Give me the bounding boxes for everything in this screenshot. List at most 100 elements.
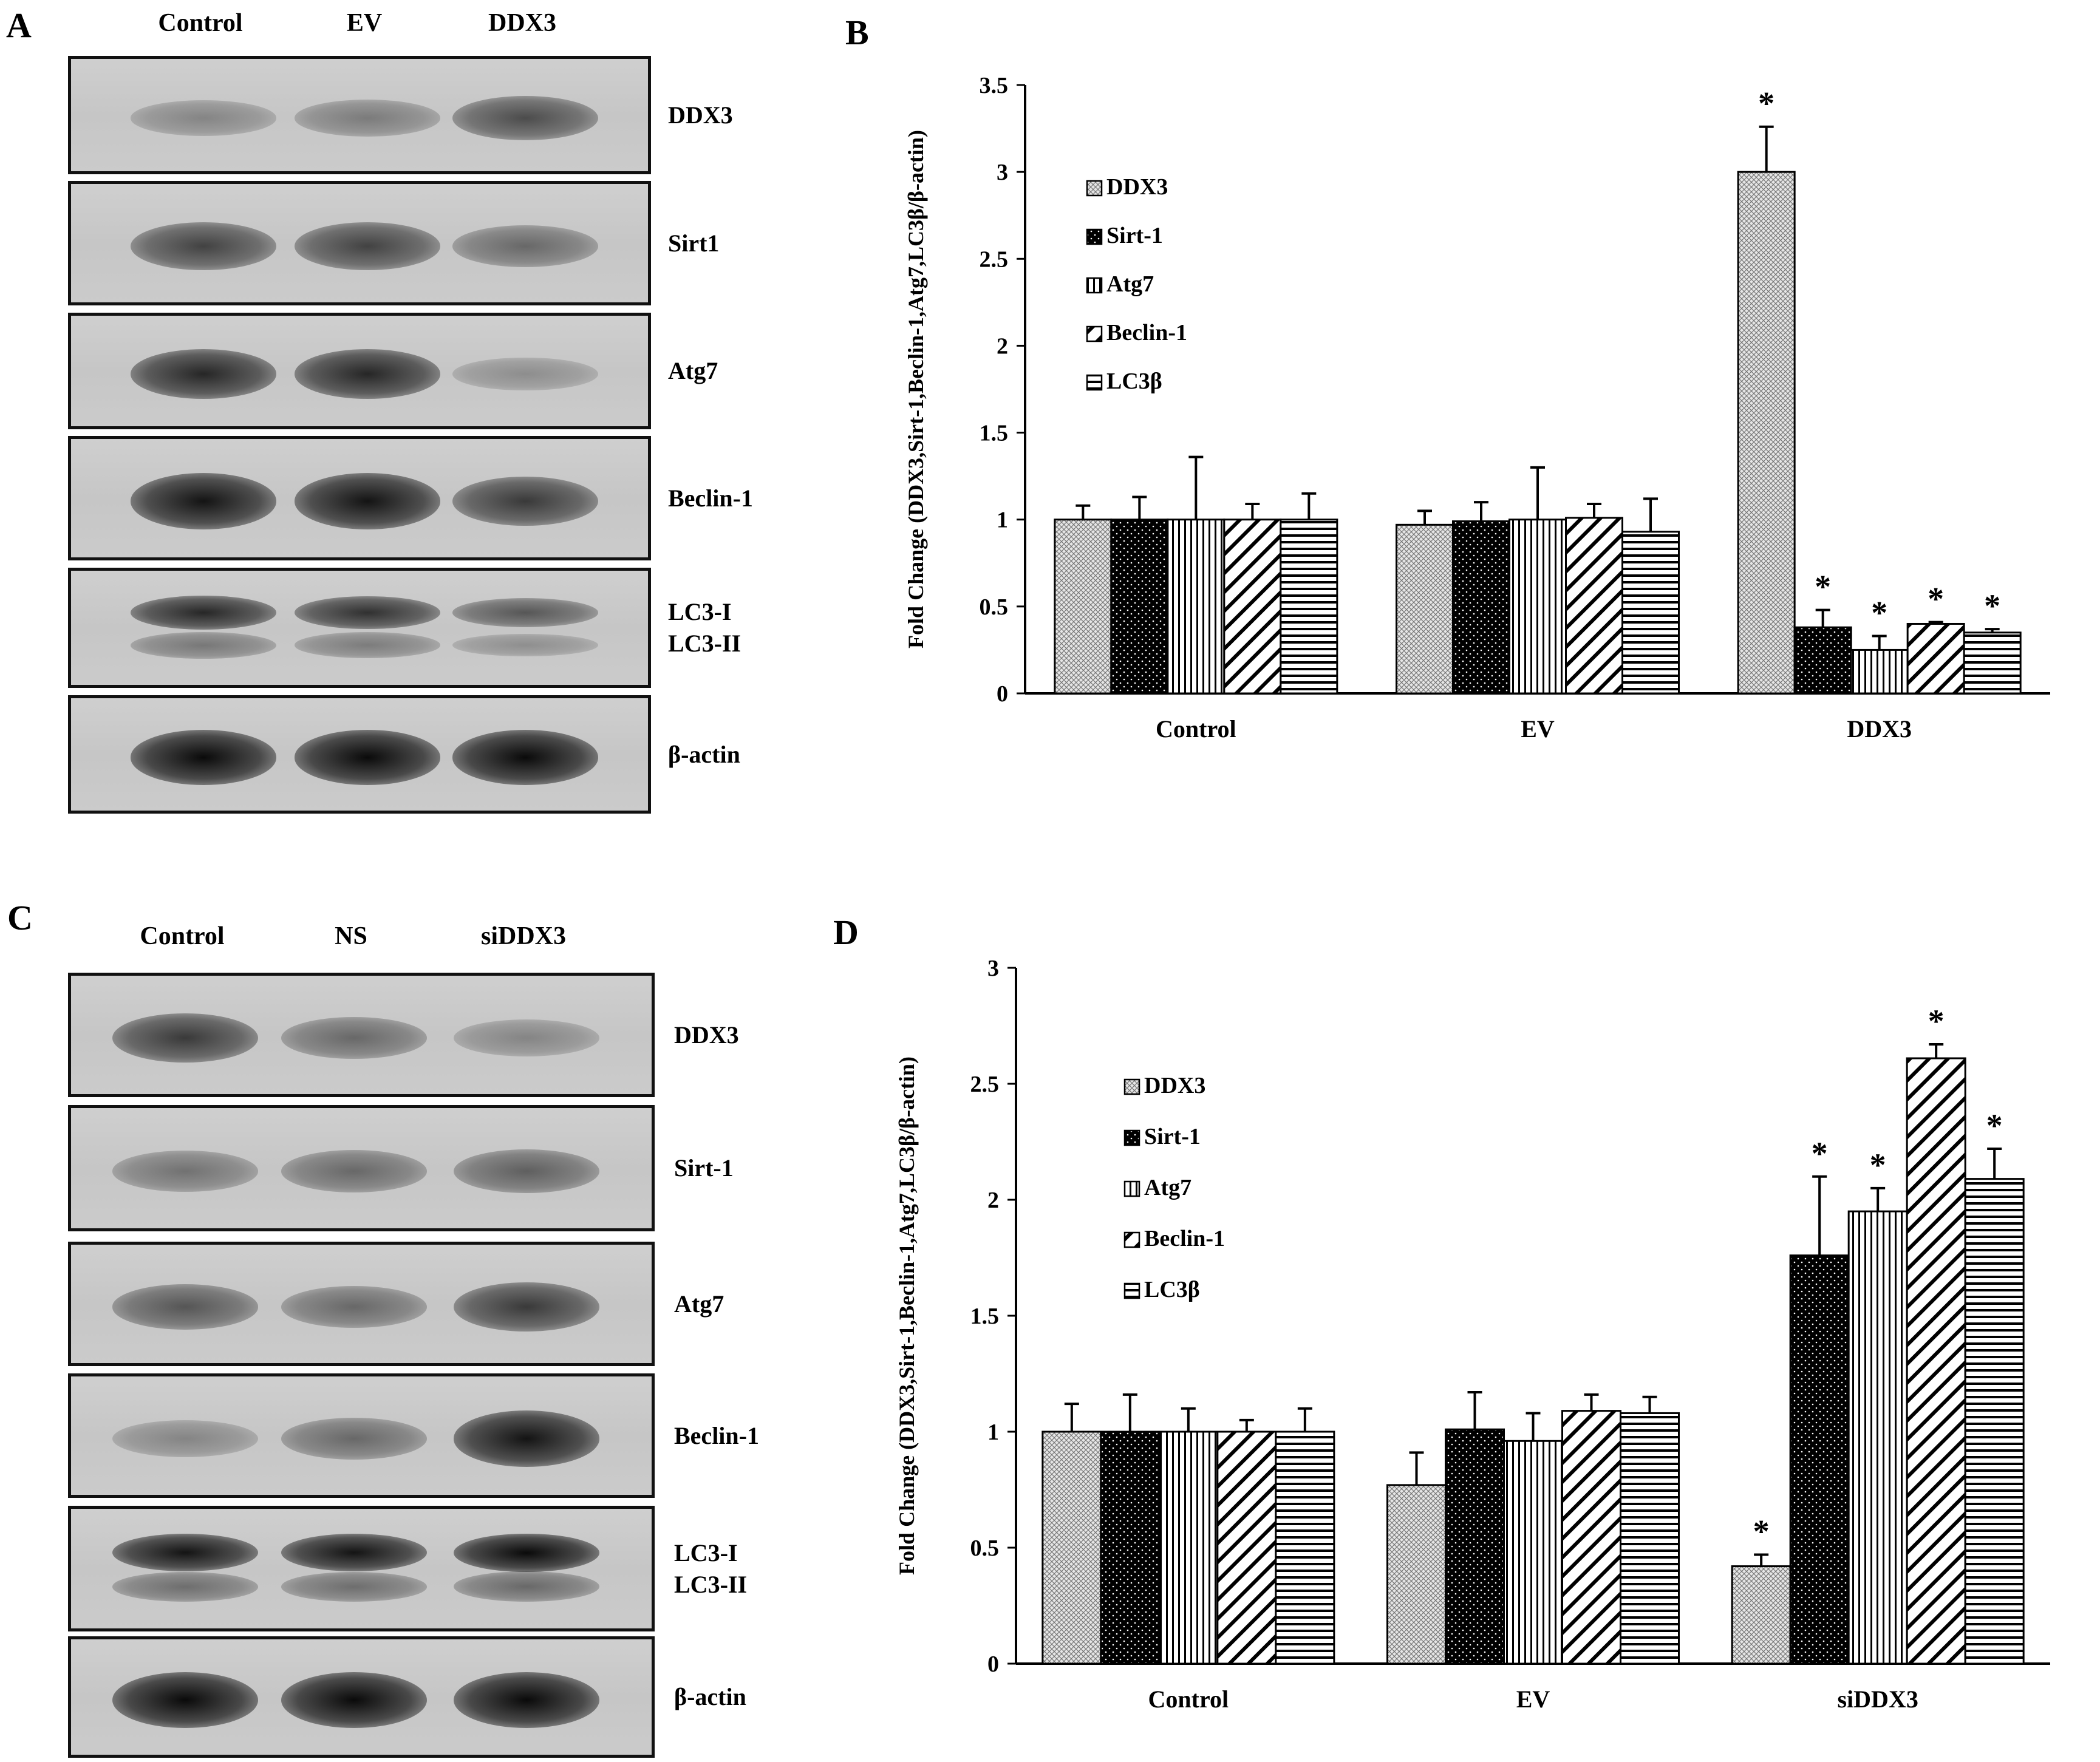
legend-label: Atg7 <box>1106 271 1154 297</box>
bar <box>1620 1412 1680 1665</box>
blot-a-blot-strip <box>68 568 651 688</box>
blot-c-row-label: β-actin <box>674 1683 746 1710</box>
significance-marker: * <box>1753 1513 1770 1549</box>
blot-c-blot-strip <box>68 1373 655 1498</box>
blot-c-band <box>281 1534 427 1572</box>
bar <box>1964 1178 2025 1665</box>
blot-c-row-label: Beclin-1 <box>674 1421 759 1449</box>
bar <box>1621 531 1680 695</box>
significance-marker: * <box>1812 1135 1828 1172</box>
bar <box>1216 1430 1277 1665</box>
blot-c-blot-strip <box>68 1636 655 1758</box>
blot-a-band <box>131 349 276 399</box>
significance-marker: * <box>1870 1147 1886 1183</box>
blot-c-band <box>454 1149 599 1194</box>
blot-a-blot-strip <box>68 181 651 305</box>
significance-marker: * <box>1871 595 1887 631</box>
y-tick-label: 3.5 <box>980 73 1009 98</box>
bar <box>1110 519 1169 695</box>
blot-a-band <box>295 730 440 785</box>
bar <box>1906 622 1965 695</box>
blot-c-column-header: siDDX3 <box>480 922 566 950</box>
legend-swatch <box>1123 1078 1140 1095</box>
blot-a-band <box>452 598 598 628</box>
blot-a-band <box>295 349 440 399</box>
legend-swatch <box>1086 180 1103 197</box>
blot-a-blot-strip <box>68 313 651 429</box>
blot-a-row-label: Sirt1 <box>668 229 720 257</box>
bar <box>1275 1430 1335 1665</box>
blot-c-band <box>454 1282 599 1332</box>
blot-a-row-label: LC3-I LC3-II <box>668 598 741 657</box>
blot-a-band <box>452 476 598 526</box>
legend-label: LC3β <box>1144 1277 1200 1302</box>
blot-a-band <box>452 96 598 140</box>
legend-label: Atg7 <box>1144 1175 1191 1200</box>
legend-swatch <box>1086 228 1103 245</box>
blot-a-row-label: Atg7 <box>668 357 718 384</box>
bar <box>1445 1428 1505 1665</box>
blot-c-band <box>281 1286 427 1328</box>
legend-swatch <box>1086 325 1103 342</box>
blot-c-row-label: Atg7 <box>674 1290 724 1318</box>
blot-a-band <box>295 473 440 529</box>
significance-marker: * <box>1928 581 1944 617</box>
blot-a-band <box>452 730 598 785</box>
panel-letter-a: A <box>6 5 32 45</box>
blot-a-band <box>131 100 276 136</box>
blot-a-row-label: β-actin <box>668 740 740 768</box>
blot-c-row-label: Sirt-1 <box>674 1154 734 1182</box>
blot-c-band <box>281 1418 427 1460</box>
blot-c-band <box>454 1019 599 1057</box>
blot-c-band <box>112 1534 258 1572</box>
blot-c-blot-strip <box>68 973 655 1097</box>
blot-a-row-label: Beclin-1 <box>668 484 753 512</box>
blot-a-band <box>452 357 598 391</box>
bar <box>1386 1484 1447 1665</box>
blot-c-band <box>112 1672 258 1729</box>
legend-swatch <box>1123 1180 1140 1197</box>
panel-letter-d: D <box>833 913 859 952</box>
blot-a-band <box>295 222 440 271</box>
x-category-label: Control <box>1156 715 1236 743</box>
y-tick-label: 2 <box>987 1188 999 1213</box>
y-tick-label: 0.5 <box>970 1536 1000 1561</box>
blot-c-band <box>112 1571 258 1602</box>
blot-a-band <box>131 473 276 529</box>
blot-c-column-header: NS <box>335 922 367 950</box>
panel-letter-c: C <box>7 898 33 937</box>
bar <box>1847 1210 1908 1665</box>
blot-a-band <box>295 100 440 137</box>
blot-a-band <box>131 631 276 659</box>
bar <box>1963 631 2022 695</box>
blot-a-band <box>131 730 276 785</box>
y-tick-label: 2.5 <box>970 1072 1000 1097</box>
legend-swatch <box>1086 277 1103 294</box>
blot-c-band <box>112 1284 258 1330</box>
y-tick-label: 0 <box>997 681 1008 707</box>
y-tick-label: 2 <box>997 333 1008 359</box>
legend-label: DDX3 <box>1144 1073 1205 1098</box>
blot-a-blot-strip <box>68 436 651 560</box>
blot-a-blot-strip <box>68 56 651 174</box>
significance-marker: * <box>1815 569 1831 605</box>
y-tick-label: 2.5 <box>980 247 1009 272</box>
blot-c-band <box>112 1420 258 1458</box>
blot-a-column-header: Control <box>158 9 243 37</box>
blot-c-band <box>281 1672 427 1729</box>
x-category-label: Control <box>1148 1685 1229 1713</box>
significance-marker: * <box>1758 86 1774 122</box>
x-category-label: DDX3 <box>1847 715 1912 743</box>
bar <box>1167 519 1226 695</box>
blot-a-blot-strip <box>68 695 651 814</box>
blot-c-band <box>281 1150 427 1192</box>
blot-c-band <box>112 1151 258 1192</box>
y-tick-label: 3 <box>987 956 999 981</box>
legend-swatch <box>1123 1282 1140 1299</box>
x-category-label: EV <box>1516 1685 1550 1713</box>
blot-c-band <box>454 1672 599 1729</box>
bar <box>1789 1254 1850 1665</box>
legend-label: Beclin-1 <box>1106 320 1187 345</box>
significance-marker: * <box>1928 1003 1945 1039</box>
y-axis-label: Fold Change (DDX3,Sirt-1,Beclin-1,Atg7,L… <box>895 1056 919 1575</box>
